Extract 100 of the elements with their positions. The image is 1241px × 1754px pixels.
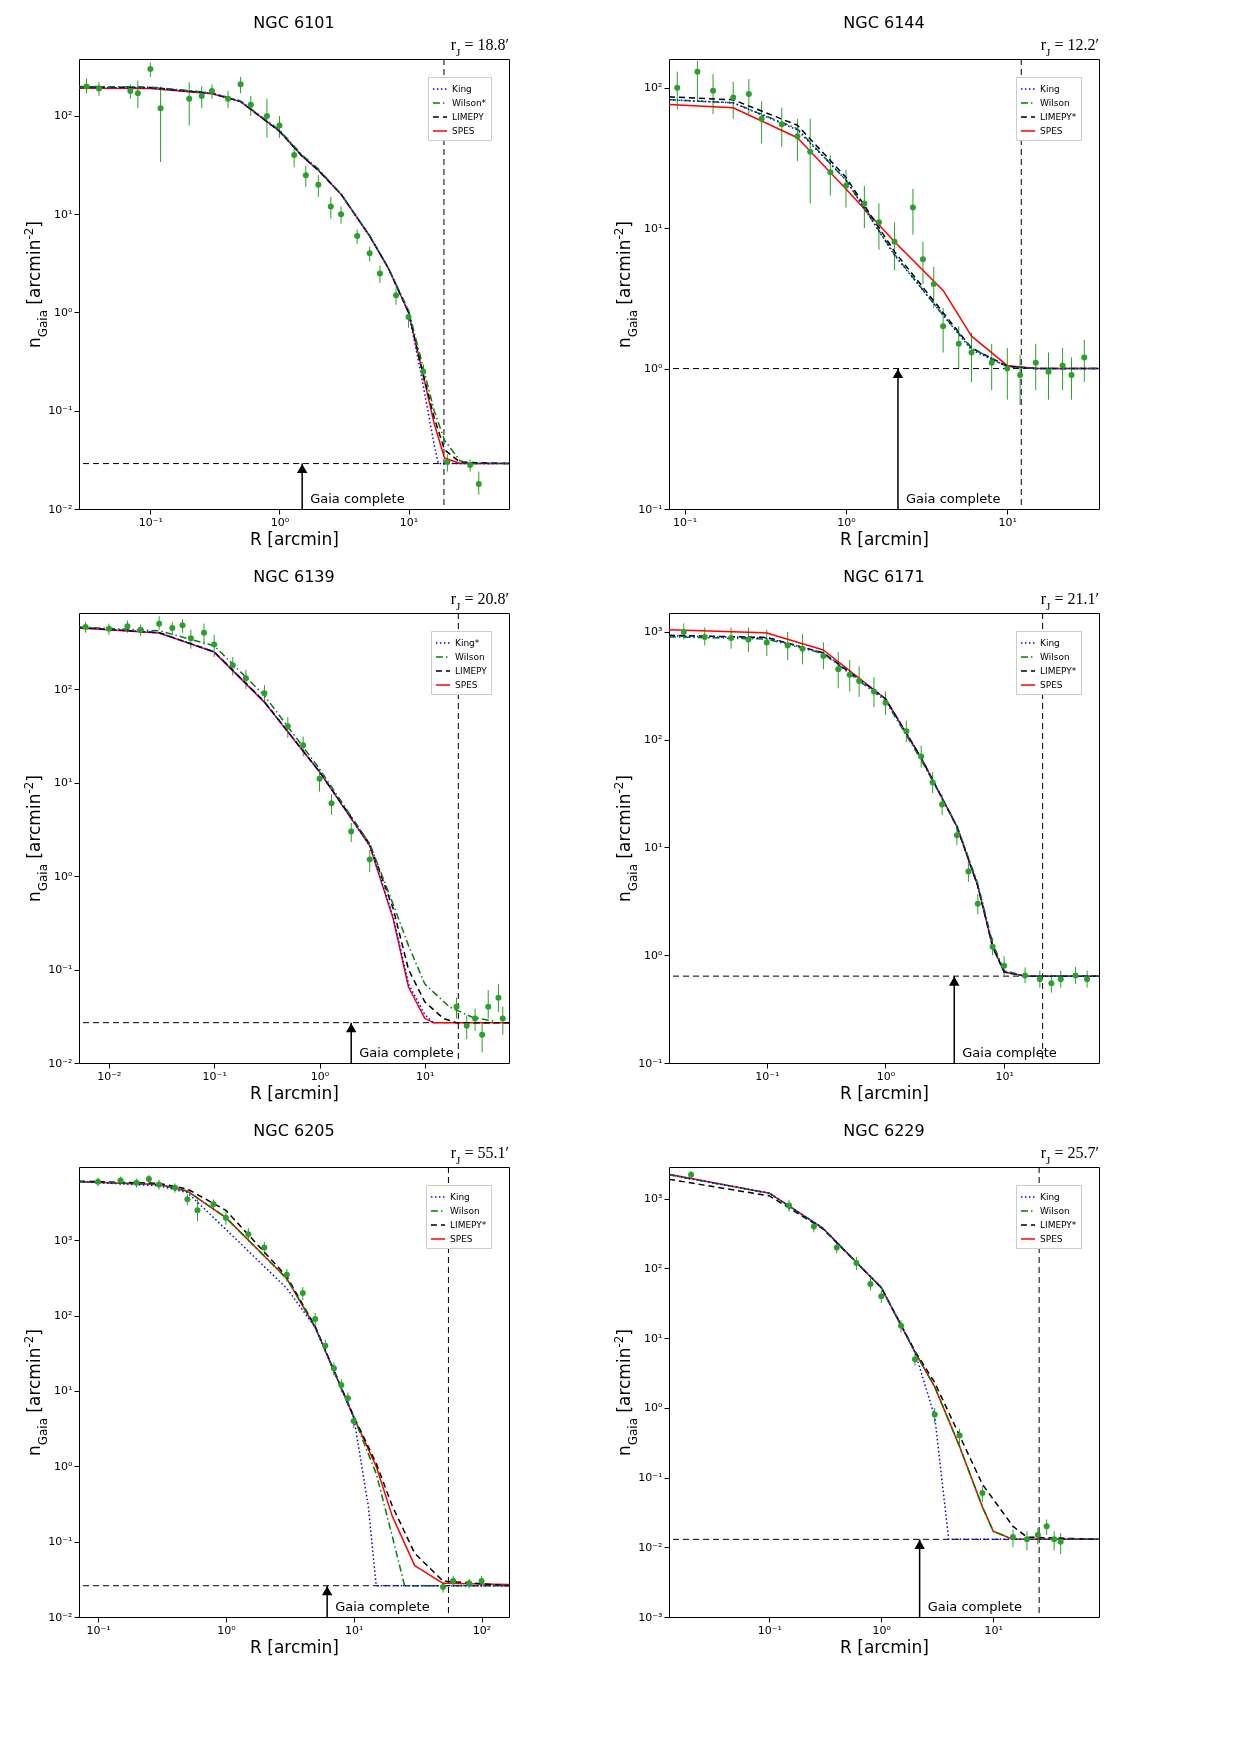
annotation: Gaia complete bbox=[359, 1045, 454, 1060]
chart-title: NGC 6139 bbox=[253, 567, 335, 586]
y-tick-label: 10⁻¹ bbox=[48, 404, 73, 418]
y-tick-label: 10² bbox=[644, 1261, 663, 1275]
legend-label: Wilson bbox=[450, 1206, 480, 1216]
x-tick-label: 10⁻¹ bbox=[673, 515, 698, 529]
y-tick-label: 10⁻² bbox=[48, 502, 73, 516]
y-tick-label: 10¹ bbox=[644, 1331, 663, 1345]
chart-title: NGC 6144 bbox=[843, 13, 925, 32]
legend-label: SPES bbox=[1040, 1234, 1063, 1244]
x-tick-label: 10⁰ bbox=[876, 1069, 896, 1083]
x-tick-label: 10⁻¹ bbox=[138, 515, 163, 529]
x-tick-label: 10¹ bbox=[344, 1623, 364, 1637]
y-tick-label: 10² bbox=[54, 109, 73, 123]
y-tick-label: 10⁰ bbox=[54, 1459, 74, 1473]
legend-label: LIMEPY bbox=[455, 666, 488, 676]
x-tick-label: 10⁰ bbox=[270, 515, 290, 529]
y-tick-label: 10¹ bbox=[54, 1384, 73, 1398]
y-tick-label: 10⁻¹ bbox=[48, 963, 73, 976]
chart-title: NGC 6229 bbox=[843, 1121, 925, 1140]
x-tick-label: 10⁻² bbox=[97, 1069, 122, 1083]
legend-label: SPES bbox=[455, 680, 478, 690]
legend-label: King bbox=[450, 1192, 470, 1202]
x-axis-title: R [arcmin] bbox=[840, 1082, 929, 1103]
y-tick-label: 10² bbox=[54, 1309, 73, 1323]
y-tick-label: 10⁰ bbox=[54, 869, 74, 883]
legend-label: LIMEPY bbox=[452, 112, 485, 122]
legend-label: King bbox=[1040, 638, 1060, 648]
x-tick-label: 10⁻¹ bbox=[757, 1623, 782, 1637]
y-tick-label: 10² bbox=[644, 81, 663, 95]
y-tick-label: 10⁰ bbox=[644, 362, 664, 376]
x-tick-label: 10¹ bbox=[998, 515, 1018, 529]
legend-label: LIMEPY* bbox=[450, 1220, 487, 1230]
y-tick-label: 10¹ bbox=[644, 221, 663, 235]
y-tick-label: 10⁻² bbox=[48, 1056, 73, 1070]
legend-label: LIMEPY* bbox=[1040, 112, 1077, 122]
legend-label: Wilson bbox=[455, 652, 485, 662]
annotation: Gaia complete bbox=[310, 491, 405, 506]
y-tick-label: 10¹ bbox=[644, 840, 663, 854]
y-tick-label: 10⁻² bbox=[638, 1540, 663, 1554]
x-axis-title: R [arcmin] bbox=[250, 1636, 339, 1657]
legend-label: King* bbox=[455, 638, 480, 648]
y-tick-label: 10³ bbox=[54, 1233, 73, 1247]
y-tick-label: 10⁻¹ bbox=[638, 502, 663, 516]
x-tick-label: 10⁰ bbox=[310, 1069, 330, 1083]
legend-label: SPES bbox=[450, 1234, 473, 1244]
x-axis-title: R [arcmin] bbox=[840, 528, 929, 549]
x-axis-title: R [arcmin] bbox=[840, 1636, 929, 1657]
legend-label: Wilson bbox=[1040, 652, 1070, 662]
chart-title: NGC 6101 bbox=[253, 13, 335, 32]
text: r$_{J}$ = 20.8′ bbox=[450, 590, 509, 612]
annotation: Gaia complete bbox=[905, 491, 1001, 506]
x-tick-label: 10¹ bbox=[984, 1623, 1003, 1637]
legend-label: SPES bbox=[1040, 680, 1063, 690]
annotation: Gaia complete bbox=[335, 1599, 430, 1614]
legend-label: SPES bbox=[1040, 126, 1063, 136]
y-tick-label: 10⁻² bbox=[48, 1610, 73, 1624]
legend-label: Wilson bbox=[1040, 98, 1070, 108]
text: r$_{J}$ = 55.1′ bbox=[450, 1144, 509, 1166]
x-tick-label: 10⁻¹ bbox=[202, 1069, 227, 1083]
y-tick-label: 10⁻¹ bbox=[48, 1535, 73, 1549]
y-tick-label: 10¹ bbox=[54, 776, 73, 789]
legend-label: King bbox=[1040, 84, 1060, 94]
y-tick-label: 10² bbox=[54, 682, 73, 696]
chart-title: NGC 6205 bbox=[253, 1121, 335, 1140]
text: r$_{J}$ = 18.8′ bbox=[450, 36, 509, 58]
x-tick-label: 10⁰ bbox=[837, 515, 857, 529]
legend-label: Wilson bbox=[1040, 1206, 1070, 1216]
annotation: Gaia complete bbox=[962, 1045, 1057, 1060]
text: r$_{J}$ = 12.2′ bbox=[1040, 36, 1099, 58]
y-tick-label: 10³ bbox=[644, 1192, 663, 1206]
text: r$_{J}$ = 25.7′ bbox=[1040, 1144, 1099, 1166]
x-tick-label: 10⁰ bbox=[217, 1623, 237, 1637]
y-tick-label: 10⁰ bbox=[644, 948, 664, 962]
x-tick-label: 10² bbox=[472, 1623, 492, 1637]
y-tick-label: 10¹ bbox=[54, 207, 73, 221]
x-tick-label: 10¹ bbox=[416, 1069, 435, 1083]
text: r$_{J}$ = 21.1′ bbox=[1040, 590, 1099, 612]
x-tick-label: 10⁻¹ bbox=[755, 1069, 780, 1083]
legend-label: LIMEPY* bbox=[1040, 1220, 1077, 1230]
chart-title: NGC 6171 bbox=[843, 567, 925, 586]
legend-label: Wilson* bbox=[452, 98, 487, 108]
x-tick-label: 10¹ bbox=[995, 1069, 1014, 1083]
legend-label: King bbox=[452, 84, 472, 94]
y-tick-label: 10² bbox=[644, 733, 663, 747]
legend-label: SPES bbox=[452, 126, 475, 136]
annotation: Gaia complete bbox=[927, 1599, 1023, 1614]
y-tick-label: 10³ bbox=[644, 625, 663, 639]
x-axis-title: R [arcmin] bbox=[250, 528, 339, 549]
x-tick-label: 10⁰ bbox=[872, 1623, 892, 1637]
y-tick-label: 10⁻³ bbox=[638, 1610, 663, 1624]
y-tick-label: 10⁻¹ bbox=[638, 1056, 663, 1070]
x-tick-label: 10⁻¹ bbox=[86, 1623, 111, 1637]
legend-label: King bbox=[1040, 1192, 1060, 1202]
x-axis-title: R [arcmin] bbox=[250, 1082, 339, 1103]
legend-label: LIMEPY* bbox=[1040, 666, 1077, 676]
y-tick-label: 10⁻¹ bbox=[638, 1471, 663, 1485]
y-tick-label: 10⁰ bbox=[54, 305, 74, 319]
y-tick-label: 10⁰ bbox=[644, 1401, 664, 1415]
x-tick-label: 10¹ bbox=[399, 515, 419, 529]
